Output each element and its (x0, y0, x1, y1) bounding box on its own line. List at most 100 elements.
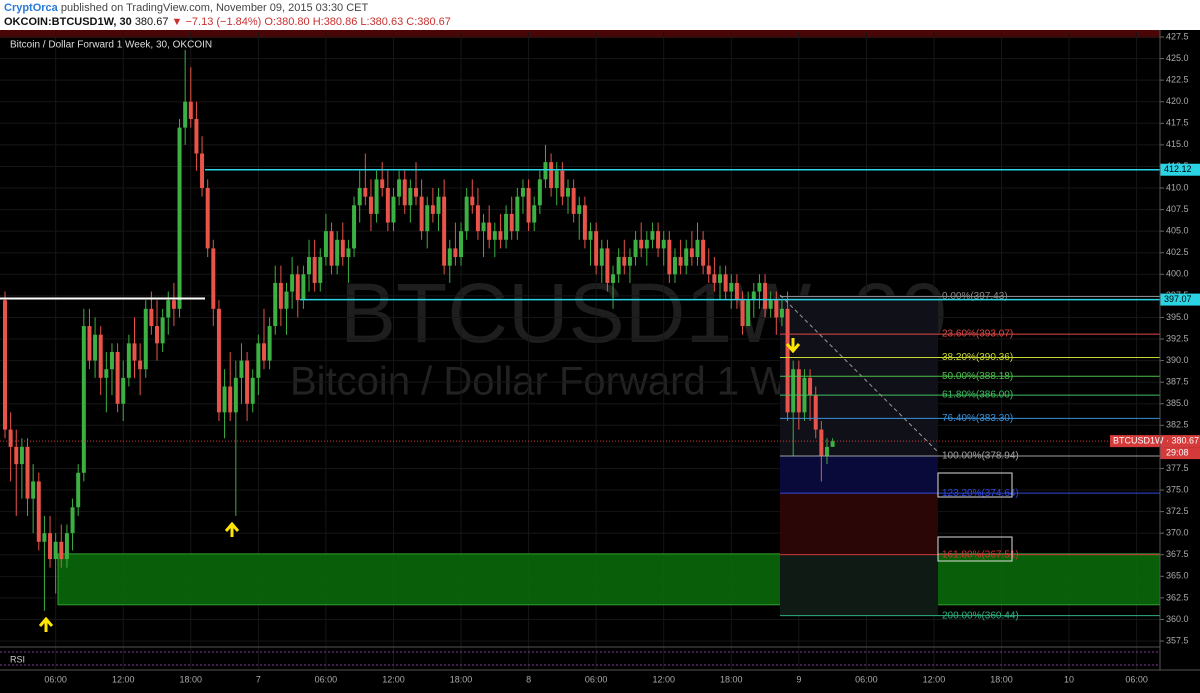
y-tick-label: 387.5 (1166, 377, 1189, 387)
fib-zone (780, 493, 938, 555)
candle-body (819, 429, 824, 456)
y-tick-label: 375.0 (1166, 484, 1189, 494)
candle-body (419, 196, 424, 232)
candle-body (126, 343, 131, 378)
candle-body (211, 248, 216, 309)
publish-line: CryptOrca published on TradingView.com, … (4, 1, 1196, 15)
x-tick-label: 18:00 (450, 674, 473, 684)
candle-body (701, 239, 706, 266)
candle-body (768, 300, 773, 309)
candle-body (712, 274, 717, 283)
y-tick-label: 420.0 (1166, 96, 1189, 106)
candle-body (470, 196, 475, 206)
candle-body (239, 360, 244, 378)
y-tick-label: 385.0 (1166, 398, 1189, 408)
candle-body (650, 231, 655, 240)
y-tick-label: 425.0 (1166, 53, 1189, 63)
candle-body (644, 239, 649, 249)
candle-body (526, 188, 531, 223)
candle-body (740, 300, 745, 327)
candle-body (605, 248, 610, 283)
candle-body (42, 533, 47, 542)
candle-body (81, 326, 86, 473)
candle-body (408, 188, 413, 206)
y-tick-label: 402.5 (1166, 247, 1189, 257)
candle-body (582, 205, 587, 240)
candle-body (59, 541, 64, 560)
candle-body (830, 441, 835, 447)
quote-line: OKCOIN:BTCUSD1W, 30 380.67 ▼ −7.13 (−1.8… (4, 15, 1196, 29)
y-tick-label: 370.0 (1166, 528, 1189, 538)
candle-body (481, 222, 486, 232)
candle-body (138, 360, 143, 370)
fib-label: 123.20%(374.64) (942, 488, 1019, 499)
candle-body (425, 205, 430, 232)
x-tick-label: 18:00 (720, 674, 743, 684)
candle-body (791, 369, 796, 413)
candle-body (188, 101, 193, 119)
y-tick-label: 427.5 (1166, 31, 1189, 41)
candle-body (622, 257, 627, 266)
candle-body (397, 179, 402, 197)
candle-body (549, 162, 554, 189)
candle-body (48, 533, 53, 560)
candle-body (813, 395, 818, 430)
candle-body (318, 257, 323, 283)
arrow-down (785, 338, 801, 354)
y-tick-label: 417.5 (1166, 118, 1189, 128)
candle-body (785, 308, 790, 413)
y-tick-label: 377.5 (1166, 463, 1189, 473)
candle-body (155, 326, 160, 344)
candle-body (774, 300, 779, 318)
candle-body (368, 196, 373, 214)
candle-body (808, 377, 813, 396)
candle-body (667, 239, 672, 275)
candle-body (93, 334, 98, 361)
candle-body (746, 300, 751, 327)
candle-body (250, 377, 255, 404)
candle-body (459, 231, 464, 258)
y-tick-label: 372.5 (1166, 506, 1189, 516)
candle-body (430, 205, 435, 214)
candle-body (594, 231, 599, 266)
publisher[interactable]: CryptOrca (4, 2, 58, 14)
y-tick-label: 367.5 (1166, 549, 1189, 559)
fib-label: 161.80%(367.51) (942, 549, 1019, 560)
candle-body (571, 188, 576, 214)
candle-body (104, 369, 109, 378)
candle-body (132, 343, 137, 361)
fib-zone (780, 554, 938, 616)
countdown-tag (1160, 447, 1200, 460)
y-tick-label: 392.5 (1166, 333, 1189, 343)
arrow-up (38, 616, 54, 632)
fib-label: 200.00%(360.44) (942, 610, 1019, 621)
y-tick-label: 395.0 (1166, 312, 1189, 322)
candle-body (323, 231, 328, 258)
candle-body (515, 196, 520, 232)
candle-body (284, 291, 289, 309)
x-tick-label: 06:00 (44, 674, 67, 684)
candle-body (763, 282, 768, 309)
x-tick-label: 12:00 (382, 674, 405, 684)
candle-body (216, 308, 221, 413)
candle-body (143, 308, 148, 370)
candle-body (19, 446, 24, 465)
candle-body (64, 533, 69, 560)
candle-body (312, 257, 317, 283)
candle-body (796, 369, 801, 413)
candle-body (76, 472, 81, 508)
candle-body (639, 239, 644, 249)
level-label: 412.12 (1164, 164, 1192, 174)
candle-body (447, 248, 452, 266)
candle-body (205, 188, 210, 249)
fib-label: 23.60%(393.07) (942, 329, 1013, 340)
candle-body (656, 231, 661, 249)
label-box (937, 536, 1013, 562)
candle-body (678, 257, 683, 266)
candle-body (278, 282, 283, 309)
chart-title: Bitcoin / Dollar Forward 1 Week, 30, OKC… (10, 40, 212, 51)
fib-label: 38.20%(390.36) (942, 352, 1013, 363)
target-zone (57, 553, 1161, 606)
ohlc: O:380.80 H:380.86 L:380.63 C:380.67 (264, 16, 451, 28)
